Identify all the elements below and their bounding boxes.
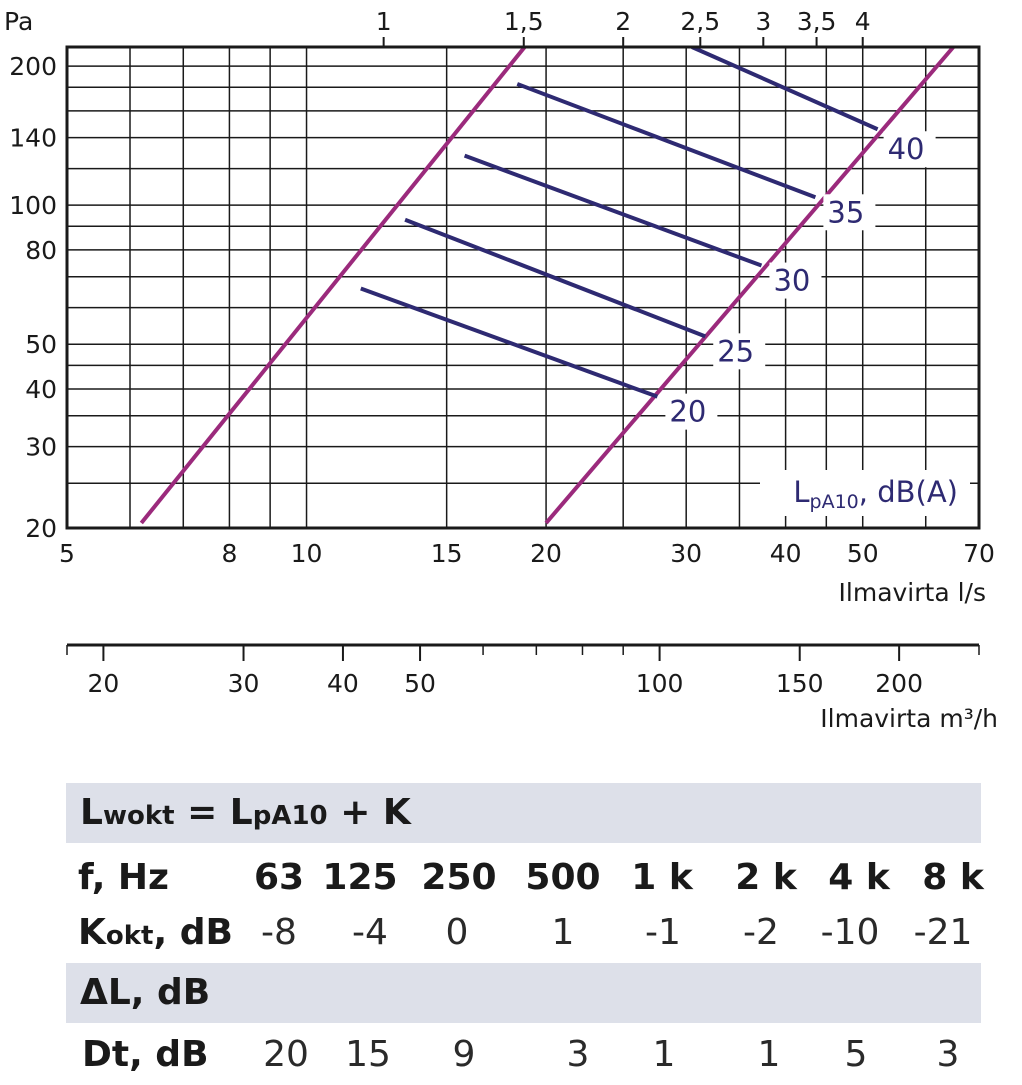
x-tick-label: 20 <box>530 539 562 568</box>
dt-cell: 3 <box>566 1034 590 1075</box>
y-tick-label: 200 <box>9 52 57 81</box>
curve-label-bg <box>713 333 766 370</box>
curve-label-35: 35 <box>827 195 864 229</box>
curve-label-bg <box>883 131 936 168</box>
k-cell: -21 <box>913 912 973 953</box>
frequency-cell: 8 k <box>922 857 984 898</box>
curve-label-40: 40 <box>888 132 925 166</box>
curve-label-bg <box>665 393 718 430</box>
m3h-tick-label: 20 <box>88 669 120 698</box>
y-tick-label: 140 <box>9 124 57 153</box>
k-cell: 0 <box>445 912 469 953</box>
x-tick-label: 8 <box>221 539 237 568</box>
frequency-cell: 4 k <box>828 857 890 898</box>
plot-frame <box>65 45 981 530</box>
k-cell: -8 <box>261 912 297 953</box>
y-tick-label: 100 <box>9 191 57 220</box>
frequency-cell: 250 <box>421 857 497 898</box>
legend-bg <box>760 470 970 516</box>
formula-band: Lwokt = LpA10 + K <box>66 783 981 843</box>
legend-label: LpA10, dB(A) <box>793 475 958 513</box>
top-tick-label: 4 <box>855 7 871 36</box>
dt-cell: 9 <box>452 1034 476 1075</box>
frequency-cell: 2 k <box>735 857 797 898</box>
plot-grid <box>67 47 979 528</box>
boundary-lines <box>139 47 955 525</box>
m3h-tick-label: 30 <box>228 669 260 698</box>
k-cell: -1 <box>645 912 681 953</box>
noise-line-40 <box>691 47 879 132</box>
boundary-line <box>139 47 527 525</box>
y-tick-label: 30 <box>25 433 57 462</box>
x-tick-label: 10 <box>291 539 323 568</box>
m3h-tick-label: 40 <box>327 669 359 698</box>
curve-label-30: 30 <box>773 264 810 298</box>
top-tick-label: 2,5 <box>680 7 720 36</box>
curve-label-bg <box>769 262 822 299</box>
frequency-label: f, Hz <box>78 857 169 898</box>
dt-row: Dt, dB 20 15 9 3 1 1 5 3 <box>66 1027 981 1083</box>
frequency-row: f, Hz 63 125 250 500 1 k 2 k 4 k 8 k <box>66 850 984 906</box>
x-tick-label: 15 <box>431 539 463 568</box>
k-cell: 1 <box>551 912 575 953</box>
k-cell: -2 <box>743 912 779 953</box>
x-axis-title: Ilmavirta l/s <box>839 578 986 607</box>
axis-ticks: 5 8 10 15 20 30 40 50 70 20 30 40 50 80 100 140 200 1 1,5 2… <box>9 7 995 568</box>
noise-line-30 <box>463 153 763 268</box>
m3h-axis-ticks: 20 30 40 50 100 150 200 <box>66 645 980 698</box>
delta-label: ΔL, dB <box>80 972 211 1013</box>
k-label: Kokt, dB <box>78 912 233 953</box>
pressure-flow-chart: 5 8 10 15 20 30 40 50 70 20 30 40 50 80 100 140 200 1 1,5 2… <box>4 7 998 733</box>
delta-band: ΔL, dB <box>66 963 981 1023</box>
top-tick-label: 2 <box>615 7 631 36</box>
dt-cell: 1 <box>652 1034 676 1075</box>
dt-label: Dt, dB <box>82 1034 209 1075</box>
dt-cell: 5 <box>844 1034 868 1075</box>
top-tick-label: 1 <box>376 7 392 36</box>
frequency-cell: 500 <box>525 857 601 898</box>
k-cell: -10 <box>820 912 880 953</box>
x-tick-label: 40 <box>770 539 802 568</box>
y-tick-label: 40 <box>25 375 57 404</box>
x-tick-label: 70 <box>963 539 995 568</box>
top-tick-label: 3,5 <box>797 7 837 36</box>
formula-text: Lwokt = LpA10 + K <box>80 792 411 833</box>
dt-cell: 20 <box>263 1034 309 1075</box>
noise-line-35 <box>516 82 817 200</box>
top-tick-label: 1,5 <box>504 7 544 36</box>
y-tick-label: 80 <box>25 236 57 265</box>
noise-line-20 <box>360 286 659 399</box>
dt-cell: 1 <box>757 1034 781 1075</box>
m3h-tick-label: 200 <box>875 669 923 698</box>
noise-level-lines <box>360 47 879 399</box>
dt-cell: 15 <box>345 1034 391 1075</box>
y-axis-title: Pa <box>4 7 33 36</box>
m3h-tick-label: 50 <box>404 669 436 698</box>
frequency-cell: 1 k <box>631 857 693 898</box>
noise-line-25 <box>404 217 706 339</box>
curve-label-25: 25 <box>717 334 754 368</box>
m3h-tick-label: 100 <box>636 669 684 698</box>
top-tick-label: 3 <box>755 7 771 36</box>
k-row: Kokt, dB -8 -4 0 1 -1 -2 -10 -21 <box>66 905 981 961</box>
frequency-cell: 125 <box>322 857 398 898</box>
k-cell: -4 <box>352 912 388 953</box>
curve-labels: 20 25 30 35 40 <box>665 131 936 430</box>
curve-label-bg <box>823 194 876 231</box>
curve-label-20: 20 <box>669 395 706 429</box>
y-tick-label: 50 <box>25 330 57 359</box>
x-tick-label: 50 <box>847 539 879 568</box>
boundary-line <box>544 47 955 525</box>
dt-cell: 3 <box>936 1034 960 1075</box>
m3h-axis-title: Ilmavirta m³/h <box>820 704 998 733</box>
x-tick-label: 30 <box>670 539 702 568</box>
frequency-cell: 63 <box>253 857 305 898</box>
x-tick-label: 5 <box>59 539 75 568</box>
m3h-tick-label: 150 <box>776 669 824 698</box>
y-tick-label: 20 <box>25 514 57 543</box>
